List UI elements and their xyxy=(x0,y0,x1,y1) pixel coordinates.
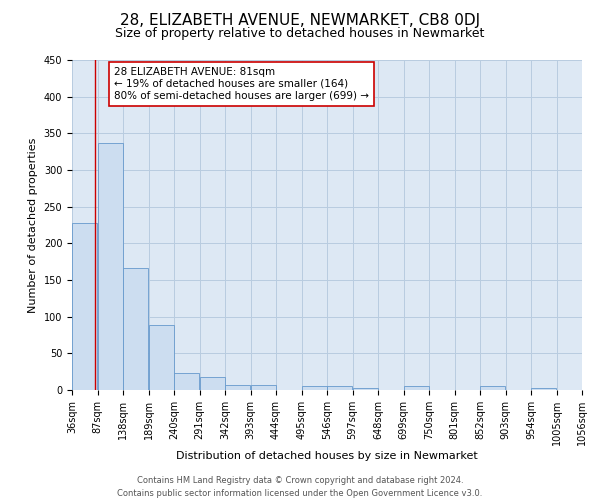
Bar xyxy=(200,377,225,390)
Text: 28, ELIZABETH AVENUE, NEWMARKET, CB8 0DJ: 28, ELIZABETH AVENUE, NEWMARKET, CB8 0DJ xyxy=(120,12,480,28)
Bar xyxy=(225,385,250,390)
Bar xyxy=(98,143,123,390)
Bar xyxy=(174,373,199,390)
Bar xyxy=(302,386,327,390)
Text: 28 ELIZABETH AVENUE: 81sqm
← 19% of detached houses are smaller (164)
80% of sem: 28 ELIZABETH AVENUE: 81sqm ← 19% of deta… xyxy=(114,68,369,100)
Bar xyxy=(149,324,174,390)
Text: Contains HM Land Registry data © Crown copyright and database right 2024.
Contai: Contains HM Land Registry data © Crown c… xyxy=(118,476,482,498)
Bar xyxy=(251,385,276,390)
Bar xyxy=(327,386,352,390)
X-axis label: Distribution of detached houses by size in Newmarket: Distribution of detached houses by size … xyxy=(176,450,478,460)
Bar xyxy=(72,223,97,390)
Y-axis label: Number of detached properties: Number of detached properties xyxy=(28,138,38,312)
Bar xyxy=(353,388,378,390)
Bar xyxy=(531,388,556,390)
Bar xyxy=(123,268,148,390)
Bar xyxy=(480,386,505,390)
Text: Size of property relative to detached houses in Newmarket: Size of property relative to detached ho… xyxy=(115,28,485,40)
Bar xyxy=(404,386,429,390)
